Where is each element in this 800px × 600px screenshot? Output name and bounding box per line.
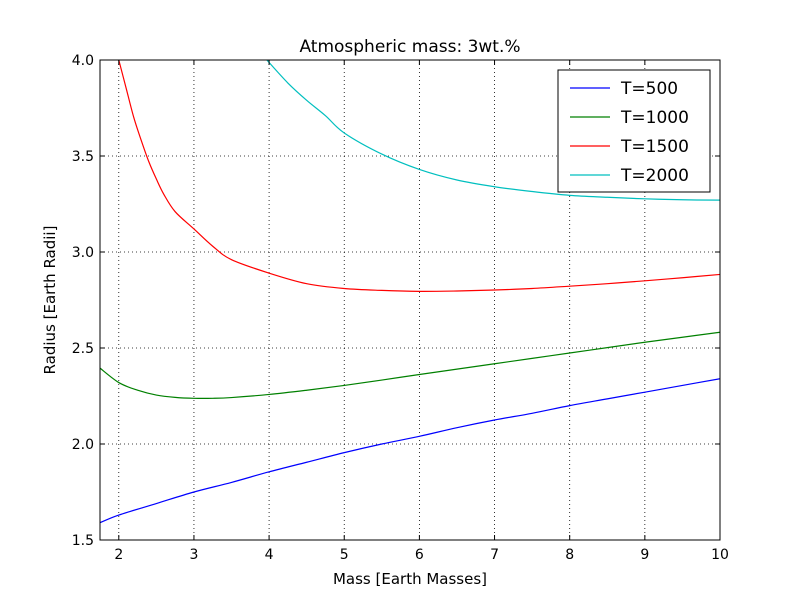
x-tick-label: 8 [565, 547, 574, 563]
x-axis-label: Mass [Earth Masses] [333, 570, 487, 588]
y-tick-label: 2.5 [72, 341, 94, 357]
legend-box [557, 69, 711, 193]
x-tick-label: 6 [415, 547, 424, 563]
y-tick-label: 4.0 [72, 53, 94, 69]
x-tick-label: 2 [114, 547, 123, 563]
y-tick-label: 1.5 [72, 533, 94, 549]
series-line-t-2000 [266, 60, 720, 201]
y-tick-label: 2.0 [72, 437, 94, 453]
legend-label: T=500 [620, 79, 678, 99]
x-tick-label: 9 [640, 547, 649, 563]
plot-frame [99, 59, 721, 541]
series-line-t-1500 [118, 60, 720, 292]
legend-label: T=1000 [620, 108, 689, 128]
series-lines [100, 60, 720, 524]
legend-label: T=1500 [620, 137, 689, 157]
y-tick-label: 3.0 [72, 245, 94, 261]
y-tick-label: 3.5 [72, 149, 94, 165]
legend: T=500 T=1000 T=1500 T=2000 [557, 69, 711, 193]
x-tick-label: 3 [189, 547, 198, 563]
x-tick-label: 5 [340, 547, 349, 563]
series-line-t-1000 [100, 331, 720, 400]
legend-label: T=2000 [620, 166, 689, 186]
x-tick-label: 10 [711, 547, 729, 563]
y-axis-label: Radius [Earth Radii] [41, 226, 59, 375]
x-tick-label: 7 [490, 547, 499, 563]
axis-ticks: 2 3 4 5 6 7 8 9 10 1.5 2.0 2.5 3.0 3.5 4.0 [72, 53, 729, 563]
x-tick-label: 4 [265, 547, 274, 563]
series-line-t-500 [100, 378, 720, 524]
chart-title: Atmospheric mass: 3wt.% [299, 37, 520, 57]
